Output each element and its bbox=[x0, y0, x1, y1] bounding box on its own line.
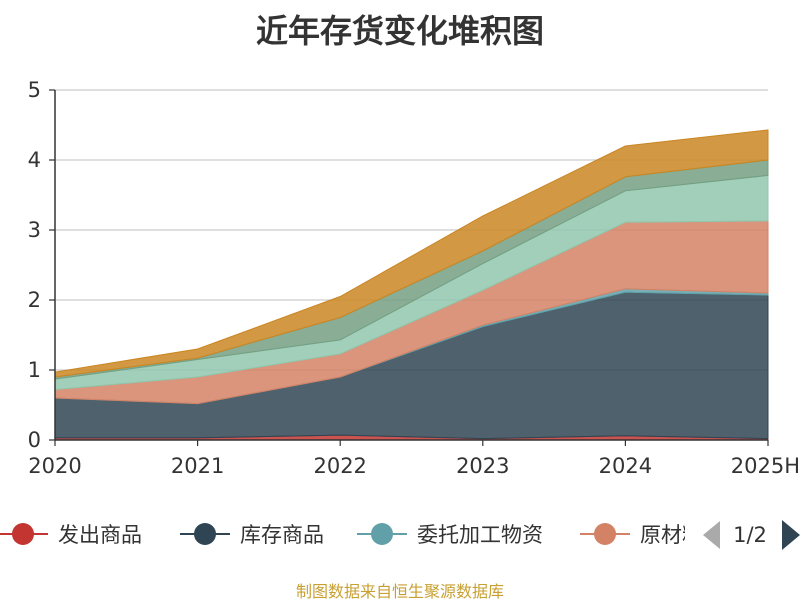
legend-prev-page-icon[interactable] bbox=[703, 521, 720, 549]
x-tick-label: 2022 bbox=[313, 454, 366, 478]
legend-label: 原材料 bbox=[640, 523, 703, 547]
legend-page-indicator: 1/2 bbox=[733, 523, 767, 547]
y-tick-label: 5 bbox=[28, 78, 41, 102]
legend-label: 发出商品 bbox=[58, 523, 142, 547]
axes: 0 1 2 3 4 5 2020 2021 2022 2023 2024 2025H bbox=[28, 78, 800, 478]
y-tick-label: 4 bbox=[28, 148, 41, 172]
legend-next-page-icon[interactable] bbox=[782, 520, 800, 550]
source-note: 制图数据来自恒生聚源数据库 bbox=[295, 582, 504, 601]
y-tick-label: 2 bbox=[28, 288, 41, 312]
y-tick-label: 0 bbox=[28, 428, 41, 452]
legend-item[interactable]: 库存商品 bbox=[180, 523, 324, 547]
legend-marker bbox=[371, 523, 393, 545]
legend-label: 库存商品 bbox=[240, 523, 324, 547]
legend-item[interactable]: 发出商品 bbox=[0, 523, 142, 547]
legend-marker bbox=[594, 523, 616, 545]
legend: 发出商品 库存商品 委托加工物资 原材料 1/2 bbox=[0, 520, 800, 550]
legend-marker bbox=[194, 523, 216, 545]
legend-label: 委托加工物资 bbox=[417, 523, 543, 547]
x-tick-label: 2024 bbox=[599, 454, 652, 478]
x-tick-label: 2025H bbox=[731, 454, 800, 478]
legend-item[interactable]: 委托加工物资 bbox=[357, 523, 543, 547]
legend-item[interactable]: 原材料 bbox=[580, 523, 703, 547]
legend-items: 发出商品 库存商品 委托加工物资 原材料 bbox=[0, 523, 703, 547]
legend-marker bbox=[12, 523, 34, 545]
x-tick-label: 2020 bbox=[28, 454, 81, 478]
area-series bbox=[54, 129, 769, 441]
x-tick-label: 2021 bbox=[171, 454, 224, 478]
x-tick-label: 2023 bbox=[456, 454, 509, 478]
chart-title: 近年存货变化堆积图 bbox=[255, 12, 544, 50]
area-series-7 bbox=[54, 129, 769, 378]
y-tick-label: 1 bbox=[28, 358, 41, 382]
y-tick-label: 3 bbox=[28, 218, 41, 242]
